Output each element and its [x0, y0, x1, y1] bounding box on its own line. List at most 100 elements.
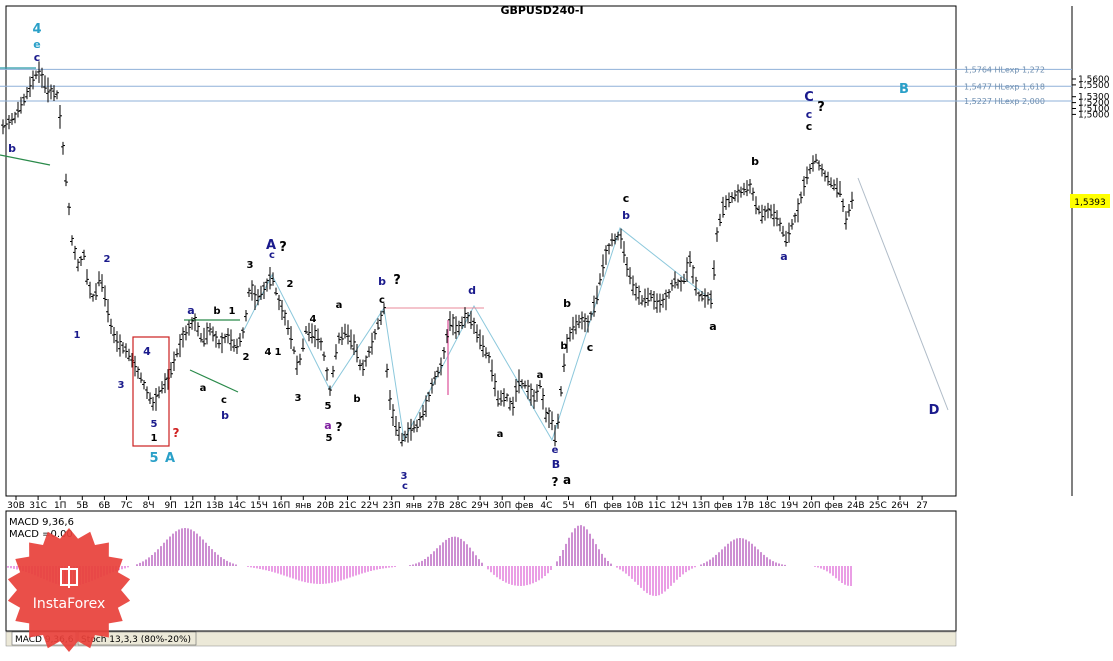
- wave-label: c: [587, 341, 594, 354]
- price-bar: [493, 373, 497, 397]
- price-bar: [25, 87, 29, 100]
- price-bar: [727, 192, 731, 208]
- price-bar: [187, 320, 191, 336]
- price-bar: [718, 213, 722, 227]
- price-tick-label: 1,5100: [1078, 105, 1110, 115]
- price-bar: [301, 338, 305, 352]
- time-tick-label: 30П: [493, 501, 511, 511]
- price-bar: [658, 293, 662, 313]
- price-bar: [490, 359, 494, 382]
- time-tick-label: 20В: [317, 501, 335, 511]
- time-tick-label: 15Ч: [250, 501, 268, 511]
- price-bar: [460, 316, 464, 329]
- time-tick-label: янв: [295, 501, 312, 511]
- price-bar: [373, 328, 377, 340]
- price-bar: [664, 289, 668, 311]
- price-bar: [514, 379, 518, 402]
- price-bar: [481, 335, 485, 358]
- price-bar: [568, 326, 572, 342]
- wave-label: b: [751, 155, 759, 168]
- wave-label: ?: [552, 475, 559, 489]
- price-bar: [232, 339, 236, 352]
- price-bar: [601, 254, 605, 277]
- price-bar: [562, 353, 566, 373]
- price-bar: [112, 327, 116, 344]
- price-bar: [712, 260, 716, 280]
- price-bar: [775, 210, 779, 227]
- price-bar: [40, 67, 44, 89]
- time-tick-label: 1П: [54, 501, 67, 511]
- wave-label: b: [213, 306, 220, 317]
- price-bar: [763, 205, 767, 221]
- price-bar: [622, 241, 626, 263]
- price-bar: [793, 212, 797, 223]
- logo-text: InstaForex: [33, 596, 106, 612]
- instaforex-logo: InstaForex: [7, 528, 131, 652]
- price-bar: [496, 390, 500, 407]
- price-bar: [694, 276, 698, 296]
- price-bar: [814, 153, 818, 164]
- price-bar: [790, 219, 794, 230]
- price-bar: [652, 290, 656, 310]
- price-bar: [88, 281, 92, 299]
- price-bar: [217, 339, 221, 349]
- price-bar: [436, 366, 440, 378]
- price-bar: [31, 70, 35, 90]
- price-bar: [67, 202, 71, 216]
- price-bar: [238, 333, 242, 347]
- price-bar: [214, 331, 218, 348]
- price-bar: [466, 312, 470, 324]
- wave-label: 5: [149, 451, 158, 466]
- wave-label: ?: [817, 100, 825, 115]
- price-bar: [691, 265, 695, 284]
- price-bar: [385, 363, 389, 378]
- wave-label: 5: [151, 419, 158, 430]
- time-tick-label: фев: [824, 501, 843, 511]
- price-bar: [517, 369, 521, 394]
- price-bar: [547, 407, 551, 428]
- time-tick-label: 24В: [847, 501, 865, 511]
- price-bar: [511, 396, 515, 416]
- price-bar: [163, 373, 167, 394]
- time-tick-label: фев: [603, 501, 622, 511]
- wave-label: a: [187, 304, 194, 317]
- price-bar: [181, 327, 185, 348]
- price-bar: [472, 317, 476, 335]
- price-bar: [634, 282, 638, 301]
- price-bar: [19, 96, 23, 114]
- wave-label: c: [34, 51, 41, 64]
- time-tick-label: 20П: [802, 501, 820, 511]
- price-bar: [820, 163, 824, 177]
- macd-value: MACD =0.00: [9, 529, 73, 540]
- price-bar: [748, 178, 752, 194]
- price-bar: [535, 384, 539, 402]
- time-tick-label: 5В: [76, 501, 88, 511]
- price-bar: [805, 166, 809, 185]
- price-bar: [451, 313, 455, 336]
- price-bar: [613, 233, 617, 245]
- price-bar: [196, 322, 200, 337]
- price-bar: [826, 171, 830, 186]
- time-axis-ticks: 30В 31С 1П 5В 6В 7С 8Ч 9П 12П 13В 14С 15Ч 16П янв 20В 2…: [7, 496, 928, 511]
- price-bar: [418, 412, 422, 427]
- price-bar: [538, 380, 542, 389]
- price-bar: [709, 290, 713, 309]
- price-bar: [751, 187, 755, 201]
- price-bar: [388, 390, 392, 411]
- price-bar: [523, 380, 527, 389]
- time-tick-label: 17В: [736, 501, 754, 511]
- price-bar: [457, 320, 461, 336]
- price-bar: [676, 278, 680, 289]
- wave-label: C: [804, 90, 814, 105]
- current-price-badge: [1070, 194, 1110, 208]
- price-bar: [346, 324, 350, 345]
- price-bar: [64, 173, 68, 187]
- price-bar: [76, 258, 80, 272]
- time-tick-label: 12Ч: [670, 501, 688, 511]
- price-bar: [211, 326, 215, 342]
- price-bar: [37, 61, 41, 84]
- price-bar: [241, 327, 245, 339]
- price-bar: [556, 413, 560, 429]
- wave-label: B: [899, 82, 909, 97]
